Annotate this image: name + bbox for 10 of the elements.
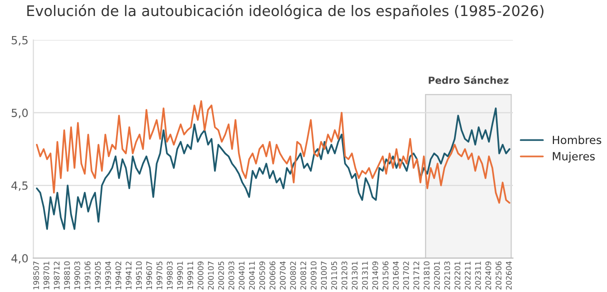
band-label: Pedro Sánchez [428,76,508,84]
y-tick-label: 5,0 [12,108,28,118]
y-tick-label: 4,5 [11,182,28,191]
legend-label: Mujeres [552,152,595,163]
chart-title: Evolución de la autoubicación ideológica de los españoles (1985-2026) [27,4,544,20]
y-tick-label: 5,5 [12,36,28,46]
y-tick-label: 4,0 [11,254,28,264]
line-series [36,108,510,230]
legend-label: Hombres [552,136,602,144]
line-series [36,100,510,204]
